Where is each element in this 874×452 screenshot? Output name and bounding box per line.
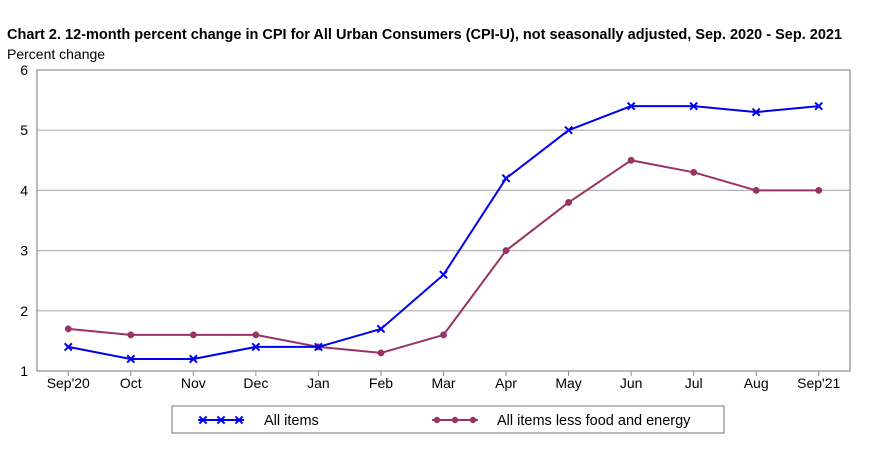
x-tick-label-11: Aug <box>744 375 769 391</box>
plot-area <box>37 70 850 371</box>
x-tick-label-4: Jan <box>307 375 330 391</box>
y-axis-label: Percent change <box>7 46 106 62</box>
data-point-all-items-3 <box>251 342 261 352</box>
x-tick-label-1: Oct <box>120 375 142 391</box>
data-point-all-items-8 <box>564 125 573 135</box>
legend-label-all-items: All items <box>264 413 319 429</box>
x-tick-label-5: Feb <box>369 375 393 391</box>
x-tick-label-10: Jul <box>685 375 703 391</box>
axes: 1 2 3 4 5 6 Sep'20 Oct Nov Dec Jan Feb Mar Apr May Jun J… <box>20 62 840 391</box>
y-tick-label-2: 2 <box>20 303 28 319</box>
legend: All items All items less food and energy <box>171 405 725 434</box>
data-point-all-items-less-food-and-energy-10 <box>690 168 698 176</box>
data-point-all-items-5-stroke-b <box>376 324 386 334</box>
legend-marker-all-items-0 <box>198 415 208 425</box>
y-tick-label-6: 6 <box>20 62 28 78</box>
legend-marker-all-items-less-food-and-energy-0 <box>433 416 441 424</box>
data-point-all-items-4 <box>314 342 323 352</box>
series-all-items-less-food-and-energy <box>64 156 823 357</box>
x-tick-label-12: Sep'21 <box>797 375 840 391</box>
data-point-all-items-9-stroke-b <box>626 101 636 111</box>
data-point-all-items-6-stroke-b <box>439 270 448 279</box>
data-point-all-items-8-stroke-b <box>564 125 573 135</box>
x-tick-label-8: May <box>555 375 581 391</box>
data-point-all-items-5 <box>376 324 386 334</box>
legend-marker-all-items-less-food-and-energy-2 <box>469 416 477 424</box>
x-tick-label-7: Apr <box>495 375 517 391</box>
x-tick-label-2: Nov <box>181 375 206 391</box>
data-point-all-items-0 <box>63 342 73 352</box>
y-tick-label-4: 4 <box>20 182 28 198</box>
x-tick-label-0: Sep'20 <box>47 375 90 391</box>
legend-item-all-items-less-food-and-energy: All items less food and energy <box>432 413 691 429</box>
data-point-all-items-11 <box>751 107 761 117</box>
legend-marker-all-items-1 <box>216 415 226 425</box>
data-point-all-items-less-food-and-energy-7 <box>502 247 510 255</box>
data-point-all-items-9 <box>626 101 636 111</box>
x-tick-label-9: Jun <box>620 375 643 391</box>
data-point-all-items-1-stroke-b <box>126 354 136 364</box>
data-point-all-items-less-food-and-energy-6 <box>440 331 447 339</box>
data-point-all-items-12-stroke-b <box>814 101 824 111</box>
legend-label-all-items-less-food-and-energy: All items less food and energy <box>497 413 691 429</box>
data-point-all-items-7 <box>501 174 511 183</box>
data-point-all-items-0-stroke-b <box>63 342 73 352</box>
y-tick-label-1: 1 <box>20 363 28 379</box>
legend-marker-all-items-2 <box>234 415 244 425</box>
legend-marker-all-items-1-stroke-b <box>216 415 226 425</box>
series-all-items <box>63 101 824 364</box>
data-point-all-items-2 <box>189 354 198 364</box>
data-point-all-items-1 <box>126 354 136 364</box>
legend-marker-all-items-2-stroke-b <box>234 415 244 425</box>
x-tick-label-6: Mar <box>431 375 455 391</box>
data-point-all-items-less-food-and-energy-1 <box>127 331 135 339</box>
data-point-all-items-10-stroke-b <box>689 101 698 111</box>
data-point-all-items-2-stroke-b <box>189 354 198 364</box>
data-point-all-items-11-stroke-b <box>751 107 761 117</box>
data-point-all-items-less-food-and-energy-0 <box>64 325 72 333</box>
data-point-all-items-less-food-and-energy-5 <box>377 349 385 357</box>
data-point-all-items-less-food-and-energy-11 <box>752 186 760 194</box>
data-point-all-items-3-stroke-b <box>251 342 261 352</box>
y-tick-label-5: 5 <box>20 122 28 138</box>
data-point-all-items-less-food-and-energy-12 <box>815 186 823 194</box>
data-point-all-items-less-food-and-energy-2 <box>189 331 197 339</box>
gridlines <box>37 129 850 312</box>
data-point-all-items-6 <box>439 270 448 279</box>
x-tick-label-3: Dec <box>243 375 268 391</box>
data-point-all-items-7-stroke-b <box>501 174 511 183</box>
series-group <box>63 101 824 364</box>
data-point-all-items-less-food-and-energy-3 <box>252 331 260 339</box>
chart-title: Chart 2. 12-month percent change in CPI … <box>7 27 843 43</box>
data-point-all-items-12 <box>814 101 824 111</box>
legend-marker-all-items-0-stroke-b <box>198 415 208 425</box>
data-point-all-items-4-stroke-b <box>314 342 323 352</box>
data-point-all-items-less-food-and-energy-8 <box>565 198 573 206</box>
data-point-all-items-10 <box>689 101 698 111</box>
legend-item-all-items: All items <box>198 413 319 429</box>
data-point-all-items-less-food-and-energy-9 <box>627 156 635 164</box>
y-tick-label-3: 3 <box>20 243 28 259</box>
legend-marker-all-items-less-food-and-energy-1 <box>451 416 459 424</box>
